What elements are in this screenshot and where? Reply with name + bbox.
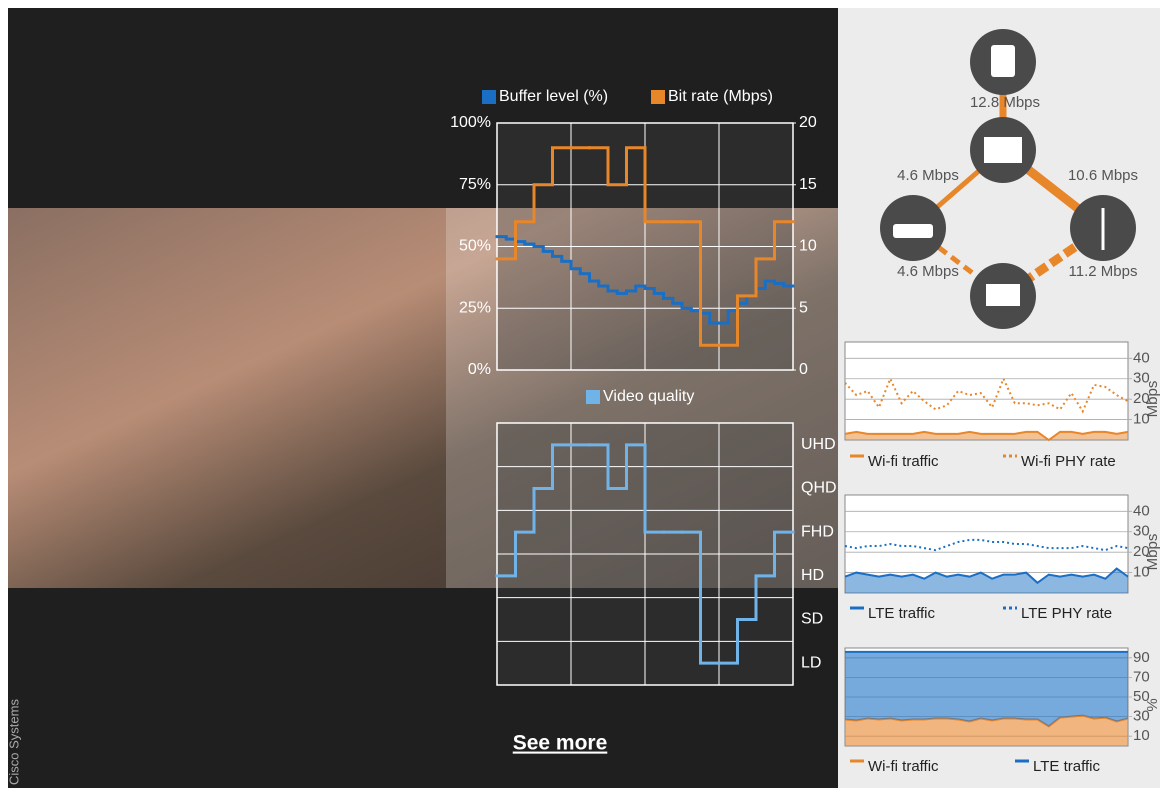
- y-tick-label: 40: [1133, 349, 1150, 366]
- icon: [991, 45, 1015, 77]
- area: [845, 652, 1128, 726]
- y-tick-label: 70: [1133, 668, 1150, 685]
- link-label: 10.6 Mbps: [1068, 167, 1138, 184]
- legend-label: Bit rate (Mbps): [668, 88, 773, 105]
- y-tick-label: SD: [801, 611, 823, 628]
- y-axis-label: Mbps: [1144, 381, 1161, 418]
- legend-swatch: [482, 90, 496, 104]
- legend-label: Wi-fi traffic: [868, 453, 939, 470]
- credit: Cisco Systems: [6, 699, 21, 785]
- legend-label: LTE traffic: [1033, 758, 1100, 775]
- legend-label: LTE traffic: [868, 605, 935, 622]
- y2-tick-label: 10: [799, 238, 817, 255]
- screen: 12.8 Mbps 4.6 Mbps 10.6 Mbps 4.6 Mbps 11…: [0, 0, 1168, 796]
- legend-label: LTE PHY rate: [1021, 605, 1112, 622]
- link-label: 11.2 Mbps: [1069, 263, 1138, 280]
- y-tick-label: FHD: [801, 523, 834, 540]
- y-tick-label: UHD: [801, 436, 836, 453]
- icon: [986, 284, 1020, 306]
- link-label: 4.6 Mbps: [897, 263, 959, 280]
- legend-label: Buffer level (%): [499, 88, 608, 105]
- y-tick-label: 0%: [468, 361, 491, 378]
- y-tick-label: 90: [1133, 649, 1150, 666]
- y-tick-label: 10: [1133, 727, 1150, 744]
- y-tick-label: HD: [801, 567, 824, 584]
- y-tick-label: 25%: [459, 299, 491, 316]
- legend-label: Video quality: [603, 388, 694, 405]
- y-tick-label: 100%: [450, 114, 491, 131]
- page: 12.8 Mbps 4.6 Mbps 10.6 Mbps 4.6 Mbps 11…: [0, 0, 1168, 796]
- y-tick-label: LD: [801, 654, 821, 671]
- y-axis-label: Mbps: [1144, 534, 1161, 571]
- y-tick-label: 40: [1133, 502, 1150, 519]
- y2-tick-label: 20: [799, 114, 817, 131]
- icon: [893, 224, 933, 238]
- legend-label: Wi-fi traffic: [868, 758, 939, 775]
- plot-area: [845, 342, 1128, 440]
- y2-tick-label: 5: [799, 299, 808, 316]
- y-tick-label: QHD: [801, 480, 837, 497]
- y-axis-label: %: [1144, 698, 1161, 711]
- legend-swatch: [586, 390, 600, 404]
- see-more-link[interactable]: See more: [513, 732, 608, 755]
- legend-label: Wi-fi PHY rate: [1021, 453, 1116, 470]
- icon: [984, 137, 1022, 163]
- y2-tick-label: 15: [799, 176, 817, 193]
- legend-swatch: [651, 90, 665, 104]
- y-tick-label: 75%: [459, 176, 491, 193]
- y2-tick-label: 0: [799, 361, 808, 378]
- link-label: 12.8 Mbps: [970, 94, 1040, 111]
- link-label: 4.6 Mbps: [897, 167, 959, 184]
- y-tick-label: 50%: [459, 238, 491, 255]
